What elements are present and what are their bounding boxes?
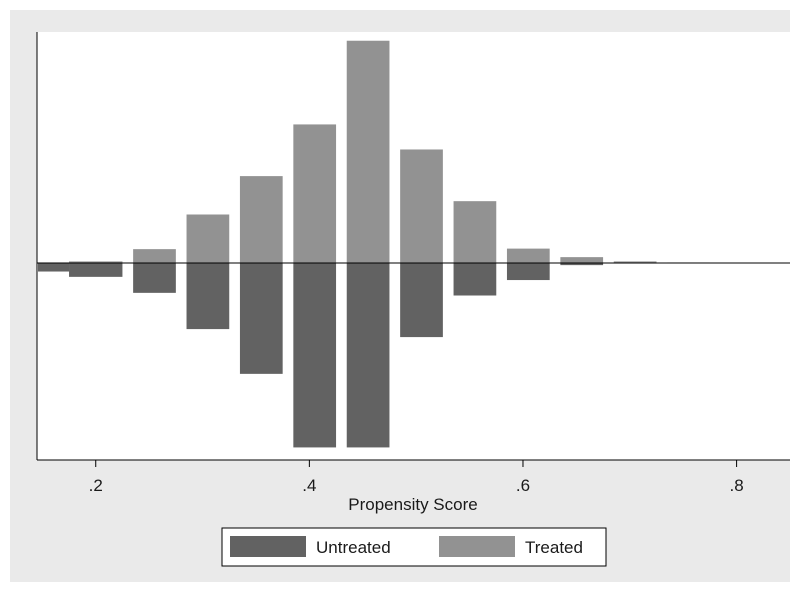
x-tick-label: .4 (302, 476, 316, 495)
untreated-bar (506, 263, 550, 281)
untreated-bar (133, 263, 176, 293)
untreated-bar (38, 263, 70, 272)
untreated-bar (69, 263, 123, 277)
treated-bar (560, 257, 604, 263)
x-tick-label: .6 (516, 476, 530, 495)
untreated-bar (293, 263, 337, 448)
treated-bar (293, 124, 337, 263)
x-axis-label: Propensity Score (348, 495, 477, 514)
untreated-bar (186, 263, 230, 330)
untreated-bar (400, 263, 443, 338)
treated-bar (239, 176, 283, 263)
treated-bars (38, 40, 710, 263)
treated-bar (613, 261, 657, 263)
treated-bar (453, 201, 497, 263)
treated-bar (506, 248, 550, 263)
untreated-bar (239, 263, 283, 374)
treated-bar (186, 214, 230, 263)
treated-bar (400, 149, 443, 263)
untreated-bar (453, 263, 497, 296)
x-tick-label: .8 (730, 476, 744, 495)
untreated-bar (560, 263, 604, 266)
legend-label-untreated: Untreated (316, 538, 391, 557)
legend-swatch-treated (439, 536, 515, 557)
treated-bar (133, 249, 176, 263)
legend: Untreated Treated (221, 527, 607, 567)
untreated-bar (346, 263, 390, 448)
x-axis-ticks: .2 .4 .6 .8 (89, 460, 744, 495)
legend-label-treated: Treated (525, 538, 583, 557)
treated-bar (69, 261, 123, 263)
x-tick-label: .2 (89, 476, 103, 495)
legend-swatch-untreated (230, 536, 306, 557)
treated-bar (346, 40, 390, 263)
untreated-bars (38, 263, 657, 448)
